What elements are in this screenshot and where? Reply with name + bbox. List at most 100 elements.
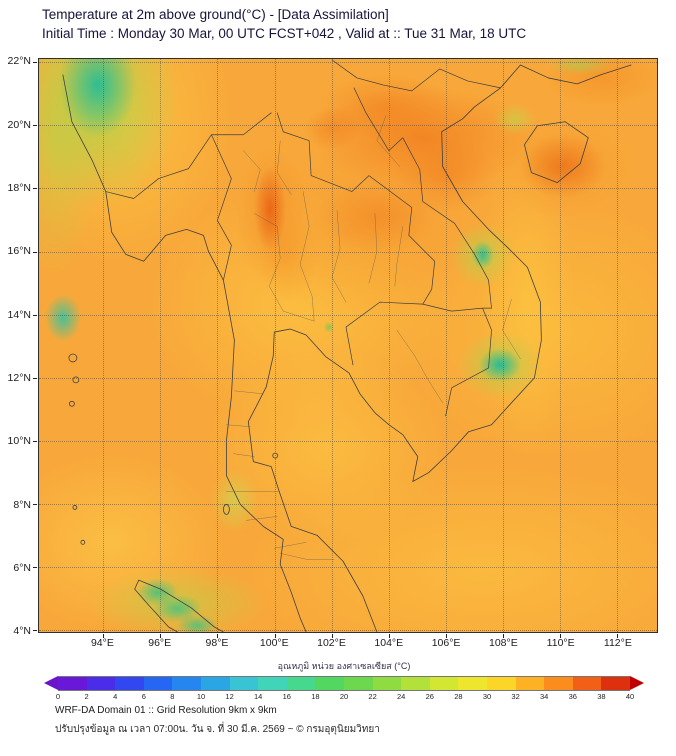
colorbar-segment xyxy=(458,676,487,690)
y-tick-mark xyxy=(33,504,37,506)
colorbar-under-range-arrow-icon xyxy=(44,676,58,690)
colorbar-segment xyxy=(258,676,287,690)
colorbar-segment xyxy=(515,676,545,690)
y-axis-latitude-labels: 22°N 20°N 18°N 16°N 14°N 12°N 10°N 8°N 6°N 4°N xyxy=(0,55,34,637)
colorbar-tick-label: 4 xyxy=(113,692,118,701)
colorbar-tick-labels: 0 2 4 6 8 10 12 14 16 18 20 22 24 26 28 30 32 34 36 38 40 xyxy=(44,692,644,702)
colorbar-segment xyxy=(601,676,630,690)
y-tick-mark xyxy=(33,567,37,569)
x-tick-mark xyxy=(217,634,219,638)
colorbar-segment xyxy=(58,676,87,690)
title-block: Temperature at 2m above ground(°C) - [Da… xyxy=(42,5,526,43)
y-tick-mark xyxy=(33,314,37,316)
colorbar-segment xyxy=(286,676,316,690)
x-tick-mark xyxy=(617,634,618,638)
x-tick-label: 96°E xyxy=(148,637,172,649)
x-tick-mark xyxy=(559,634,561,638)
colorbar: อุณหภูมิ หน่วย องศาเซลเซียส (°C) 0 2 4 6 8 10… xyxy=(44,659,644,702)
coastline-and-borders-overlay xyxy=(62,59,632,632)
x-tick-mark xyxy=(388,634,390,638)
update-attribution-info: ปรับปรุงข้อมูล ณ เวลา 07:00น. วัน จ. ที่… xyxy=(55,724,380,735)
y-tick-label: 18°N xyxy=(7,181,31,194)
x-tick-mark xyxy=(331,634,333,638)
colorbar-tick-label: 30 xyxy=(482,692,492,701)
colorbar-tick-label: 26 xyxy=(425,692,434,701)
x-tick-label: 112°E xyxy=(603,637,632,649)
temperature-field-heatmap xyxy=(39,59,657,632)
y-tick-label: 20°N xyxy=(7,118,31,131)
colorbar-tick-label: 22 xyxy=(368,692,377,701)
colorbar-tick-label: 28 xyxy=(454,692,463,701)
colorbar-tick-label: 36 xyxy=(568,692,577,701)
y-tick-label: 14°N xyxy=(7,308,31,321)
y-tick-label: 16°N xyxy=(7,245,31,258)
colorbar-tick-label: 34 xyxy=(540,692,549,701)
colorbar-tick-label: 38 xyxy=(597,692,606,701)
colorbar-tick-label: 32 xyxy=(511,692,520,701)
colorbar-tick-label: 16 xyxy=(282,692,291,701)
colorbar-gradient-bar xyxy=(44,675,644,691)
map-plot-area xyxy=(33,58,658,638)
colorbar-segment xyxy=(486,676,516,690)
colorbar-label: อุณหภูมิ หน่วย องศาเซลเซียส (°C) xyxy=(277,661,411,671)
y-tick-label: 4°N xyxy=(13,625,31,638)
colorbar-segment xyxy=(115,676,144,690)
colorbar-tick-label: 2 xyxy=(84,692,89,701)
y-tick-mark xyxy=(33,62,37,64)
x-tick-mark xyxy=(274,634,276,638)
y-tick-label: 6°N xyxy=(13,562,31,575)
colorbar-tick-label: 0 xyxy=(55,692,61,701)
colorbar-over-range-arrow-icon xyxy=(630,676,644,690)
colorbar-tick-label: 20 xyxy=(339,692,349,701)
x-tick-label: 106°E xyxy=(431,637,461,649)
colorbar-segment xyxy=(86,676,116,690)
y-tick-mark xyxy=(33,377,37,379)
footer-block: WRF-DA Domain 01 :: Grid Resolution 9km … xyxy=(55,705,380,737)
x-tick-mark xyxy=(502,634,504,638)
x-tick-label: 94°E xyxy=(90,637,114,649)
colorbar-tick-label: 8 xyxy=(170,692,175,701)
colorbar-segments xyxy=(58,675,630,691)
chart-subtitle: Initial Time : Monday 30 Mar, 00 UTC FCS… xyxy=(42,26,527,41)
colorbar-segment xyxy=(401,676,430,690)
colorbar-segment xyxy=(229,676,259,690)
x-tick-label: 110°E xyxy=(546,637,575,649)
colorbar-tick-label: 40 xyxy=(625,692,635,701)
colorbar-segment xyxy=(200,676,230,690)
colorbar-tick-label: 12 xyxy=(225,692,234,701)
colorbar-segment xyxy=(143,676,173,690)
colorbar-tick-label: 6 xyxy=(141,692,146,701)
colorbar-segment xyxy=(429,676,459,690)
y-tick-mark xyxy=(33,125,37,127)
y-tick-label: 8°N xyxy=(13,498,31,511)
colorbar-segment xyxy=(372,676,402,690)
colorbar-tick-label: 14 xyxy=(254,692,263,701)
y-tick-label: 22°N xyxy=(7,55,31,68)
y-tick-mark xyxy=(33,441,37,443)
colorbar-segment xyxy=(172,676,201,690)
x-tick-mark xyxy=(445,634,447,638)
x-tick-label: 108°E xyxy=(488,637,518,649)
y-tick-label: 12°N xyxy=(7,371,31,384)
model-domain-info: WRF-DA Domain 01 :: Grid Resolution 9km … xyxy=(55,705,277,716)
y-tick-mark xyxy=(33,630,37,632)
y-tick-mark xyxy=(33,188,37,190)
y-tick-mark xyxy=(33,251,37,253)
x-tick-mark xyxy=(103,634,105,638)
x-tick-label: 104°E xyxy=(374,637,404,649)
chart-title: Temperature at 2m above ground(°C) - [Da… xyxy=(42,7,389,22)
colorbar-tick-label: 10 xyxy=(196,692,206,701)
y-tick-label: 10°N xyxy=(7,435,31,448)
colorbar-segment xyxy=(572,676,602,690)
colorbar-tick-label: 24 xyxy=(397,692,406,701)
colorbar-segment xyxy=(343,676,373,690)
x-tick-mark xyxy=(160,634,162,638)
colorbar-segment xyxy=(544,676,573,690)
colorbar-tick-label: 18 xyxy=(311,692,320,701)
x-tick-label: 102°E xyxy=(317,637,346,649)
x-axis-longitude-labels: 94°E 96°E 98°E 100°E 102°E 104°E 106°E 108°E 110… xyxy=(38,637,658,651)
colorbar-segment xyxy=(315,676,344,690)
x-tick-label: 98°E xyxy=(205,637,229,649)
x-tick-label: 100°E xyxy=(259,637,289,649)
